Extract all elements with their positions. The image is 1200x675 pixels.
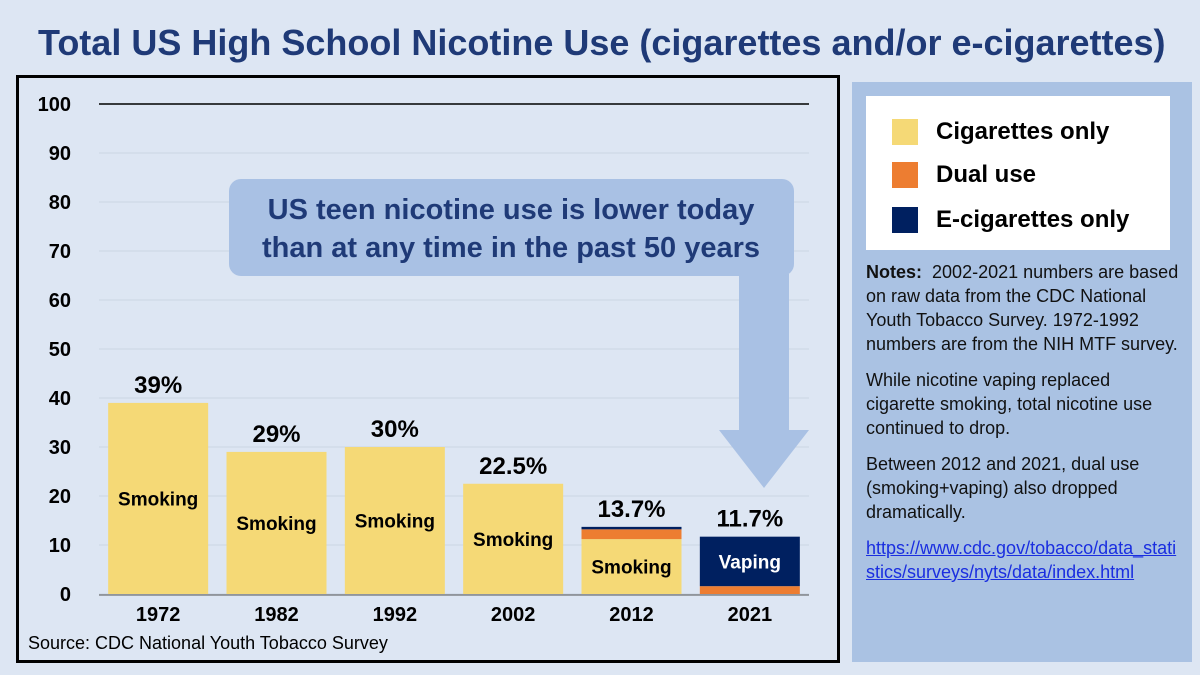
bar-segment [581,526,682,530]
y-tick-label: 90 [49,143,71,165]
legend-item-dual-use: Dual use [892,155,1036,195]
bar-inner-label: Smoking [591,558,671,579]
legend-item-cigarettes: Cigarettes only [892,112,1109,152]
notes-text-1: 2002-2021 numbers are based on raw data … [866,262,1179,354]
bar-segment [108,402,209,594]
y-tick-label: 30 [49,437,71,459]
bar-segment [463,483,564,594]
y-tick-label: 10 [49,535,71,557]
bar-total-label: 11.7% [716,506,783,533]
bar-inner-label: Smoking [118,489,198,510]
chart-svg: 0 10 20 30 40 50 60 70 80 90 100 39% Smoking 29% Smok… [38,94,809,626]
bar-total-label: 13.7% [597,496,665,523]
legend-swatch-ecigarettes [892,207,918,233]
legend-swatch-dual-use [892,162,918,188]
callout-layer: US teen nicotine use is lower today than … [229,179,809,488]
legend-label: Cigarettes only [936,118,1110,145]
x-tick-label: 1982 [254,604,299,626]
bar-inner-label: Vaping [719,552,781,573]
bar-segment [226,451,327,594]
bar-segment [699,586,800,594]
x-tick-label: 2002 [491,604,536,626]
bar-inner-label: Smoking [355,512,435,533]
bar-total-label: 30% [371,416,419,443]
y-tick-label: 50 [49,339,71,361]
bar-segment [344,447,445,594]
y-tick-label: 100 [38,94,71,116]
bar-layer: 39% Smoking 29% Smoking 30% Smoking 22.5% Smoki… [108,372,800,594]
bar-inner-label: Smoking [236,514,316,535]
source-text: Source: CDC National Youth Tobacco Surve… [28,633,388,653]
legend-label: E-cigarettes only [936,206,1130,233]
y-tick-label: 20 [49,486,71,508]
bar-segment [581,529,682,540]
bar-total-label: 22.5% [479,453,547,480]
notes-paragraph-3: Between 2012 and 2021, dual use (smoking… [866,454,1140,522]
cdc-data-link[interactable]: https://www.cdc.gov/tobacco/data_statist… [866,538,1177,582]
x-tick-label: 2012 [609,604,654,626]
notes: Notes: 2002-2021 numbers are based on ra… [866,260,1184,596]
bar-segment [581,539,682,594]
y-tick-label: 60 [49,290,71,312]
x-tick-label: 1992 [373,604,418,626]
legend: Cigarettes only Dual use E-cigarettes on… [866,96,1170,250]
x-tick-labels: 1972 1982 1992 2002 2012 2021 [136,604,772,626]
side-panel: Cigarettes only Dual use E-cigarettes on… [852,82,1192,662]
legend-item-ecigarettes: E-cigarettes only [892,200,1129,240]
bar-inner-label: Smoking [473,530,553,551]
y-tick-label: 80 [49,192,71,214]
callout-text: US teen nicotine use is lower today [268,194,755,226]
chart-title: Total US High School Nicotine Use (cigar… [38,22,1166,63]
notes-paragraph-2: While nicotine vaping replaced cigarette… [866,370,1153,438]
chart-panel: 0 10 20 30 40 50 60 70 80 90 100 39% Smoking 29% Smok… [16,75,840,663]
callout-arrow [719,274,809,488]
y-tick-label: 0 [60,584,71,606]
x-tick-label: 1972 [136,604,181,626]
bar-total-label: 39% [134,372,182,399]
legend-swatch-cigarettes [892,119,918,145]
x-tick-label: 2021 [728,604,773,626]
notes-paragraph-1: Notes: 2002-2021 numbers are based on ra… [866,260,1184,356]
legend-label: Dual use [936,161,1037,188]
callout-box [229,179,794,276]
callout-text: than at any time in the past 50 years [262,232,760,264]
notes-heading: Notes: [866,262,923,282]
bar-total-label: 29% [252,421,300,448]
y-tick-label: 40 [49,388,71,410]
notes-link-paragraph: https://www.cdc.gov/tobacco/data_statist… [866,536,1184,584]
y-tick-labels: 0 10 20 30 40 50 60 70 80 90 100 [38,94,71,606]
y-tick-label: 70 [49,241,71,263]
bar-segment [699,536,800,587]
